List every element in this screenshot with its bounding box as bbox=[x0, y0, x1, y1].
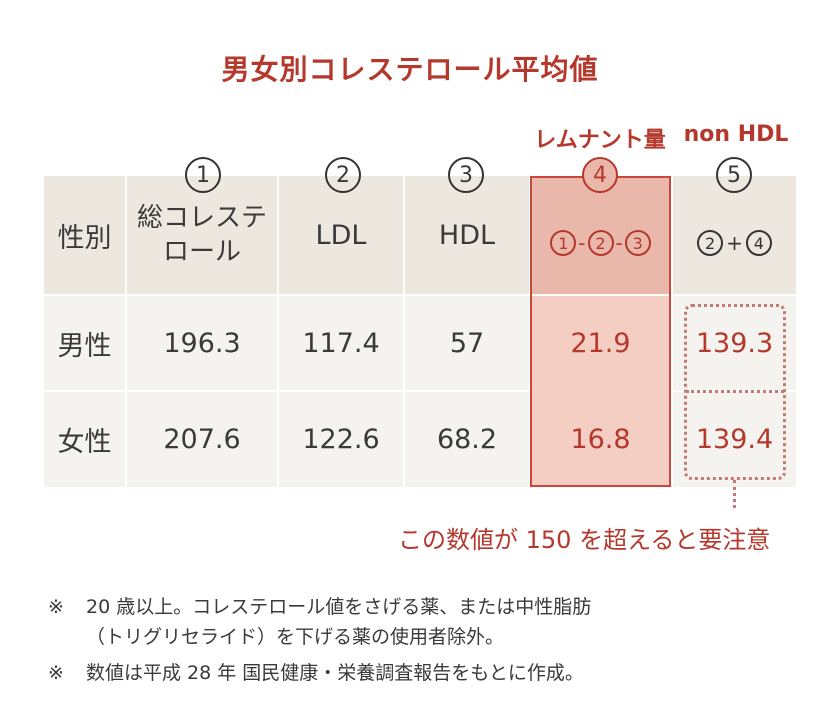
header-total-line1: 総コレステ bbox=[136, 203, 267, 233]
header-total-line2: ロール bbox=[162, 237, 241, 267]
row1-ldl-value: 117.4 bbox=[302, 327, 380, 359]
row1-nonhdl: 139.3 bbox=[673, 296, 796, 390]
circle-number-2: 2 bbox=[587, 230, 614, 256]
row2-nonhdl: 139.4 bbox=[673, 392, 796, 487]
row1-ldl: 117.4 bbox=[279, 296, 403, 390]
header-hdl: HDL bbox=[405, 176, 529, 294]
row2-sex-label: 女性 bbox=[57, 427, 112, 458]
header-hdl-label: HDL bbox=[438, 219, 496, 251]
row2-nonhdl-value: 139.4 bbox=[695, 424, 774, 455]
row1-sex-label: 男性 bbox=[57, 330, 112, 362]
header-nonhdl bbox=[673, 176, 796, 294]
minus-sign: - bbox=[615, 231, 623, 255]
row2-total-value: 207.6 bbox=[163, 424, 241, 455]
nonhdl-formula: 2 + 4 bbox=[673, 230, 796, 256]
circle-number-1: 1 bbox=[185, 157, 221, 193]
warning-connector bbox=[733, 480, 736, 508]
col-number-5: 5 bbox=[716, 157, 752, 193]
row1-sex: 男性 bbox=[44, 296, 125, 390]
row1-remnant-value: 21.9 bbox=[570, 327, 631, 359]
circle-number-4: 4 bbox=[745, 230, 772, 256]
row1-nonhdl-cell bbox=[673, 296, 796, 390]
remnant-label: レムナント量 bbox=[534, 128, 666, 153]
row2-hdl: 68.2 bbox=[405, 392, 529, 487]
minus-sign: - bbox=[578, 231, 586, 255]
warning-text: この数値が 150 を超えると要注意 bbox=[398, 526, 771, 554]
page-title: 男女別コレステロール平均値 bbox=[221, 53, 599, 86]
circle-number-5: 5 bbox=[716, 157, 752, 193]
note-1: ※ 20 歳以上。コレステロール値をさげる薬、または中性脂肪 bbox=[48, 592, 591, 622]
col-number-4: 4 bbox=[582, 157, 618, 193]
row1-hdl: 57 bbox=[405, 296, 529, 390]
header-ldl: LDL bbox=[279, 176, 403, 294]
row1-nonhdl-value: 139.3 bbox=[695, 327, 774, 359]
circle-number-3: 3 bbox=[624, 230, 651, 256]
circle-number-2: 2 bbox=[325, 157, 361, 193]
row1-total-value: 196.3 bbox=[163, 327, 241, 359]
col-number-3: 3 bbox=[448, 157, 484, 193]
note-2: ※ 数値は平成 28 年 国民健康・栄養調査報告をもとに作成。 bbox=[48, 658, 584, 688]
circle-number-2: 2 bbox=[697, 230, 724, 256]
circle-number-1: 1 bbox=[550, 230, 577, 256]
col-number-2: 2 bbox=[325, 157, 361, 193]
header-sex-label: 性別 bbox=[57, 222, 112, 254]
row2-hdl-value: 68.2 bbox=[436, 424, 498, 455]
remnant-formula: 1 - 2 - 3 bbox=[530, 230, 671, 256]
row2-nonhdl-cell bbox=[673, 392, 796, 487]
note-2-line1: 数値は平成 28 年 国民健康・栄養調査報告をもとに作成。 bbox=[86, 662, 584, 684]
row2-remnant-value: 16.8 bbox=[570, 424, 631, 455]
row2-total: 207.6 bbox=[127, 392, 277, 487]
header-sex: 性別 bbox=[44, 176, 125, 294]
note-mark: ※ bbox=[48, 596, 64, 618]
row2-remnant: 16.8 bbox=[530, 392, 671, 487]
plus-sign: + bbox=[726, 231, 743, 255]
note-mark: ※ bbox=[48, 662, 64, 684]
remnant-body-fill bbox=[530, 296, 671, 487]
nonhdl-divider bbox=[686, 390, 784, 393]
row2-sex: 女性 bbox=[44, 392, 125, 487]
col-number-1: 1 bbox=[185, 157, 221, 193]
circle-number-4: 4 bbox=[582, 157, 618, 193]
row2-ldl-value: 122.6 bbox=[302, 424, 380, 455]
circle-number-3: 3 bbox=[448, 157, 484, 193]
row2-ldl: 122.6 bbox=[279, 392, 403, 487]
header-ldl-label: LDL bbox=[315, 219, 367, 251]
nonhdl-label: non HDL bbox=[683, 122, 789, 147]
note-1-line1: 20 歳以上。コレステロール値をさげる薬、または中性脂肪 bbox=[86, 596, 592, 618]
nonhdl-highlight-box bbox=[684, 304, 786, 480]
row1-total: 196.3 bbox=[127, 296, 277, 390]
row1-remnant: 21.9 bbox=[530, 296, 671, 390]
note-1-line2: （トリグリセライド）を下げる薬の使用者除外。 bbox=[86, 626, 505, 648]
row1-hdl-value: 57 bbox=[449, 327, 485, 359]
header-total: 総コレステ ロール bbox=[127, 176, 277, 294]
